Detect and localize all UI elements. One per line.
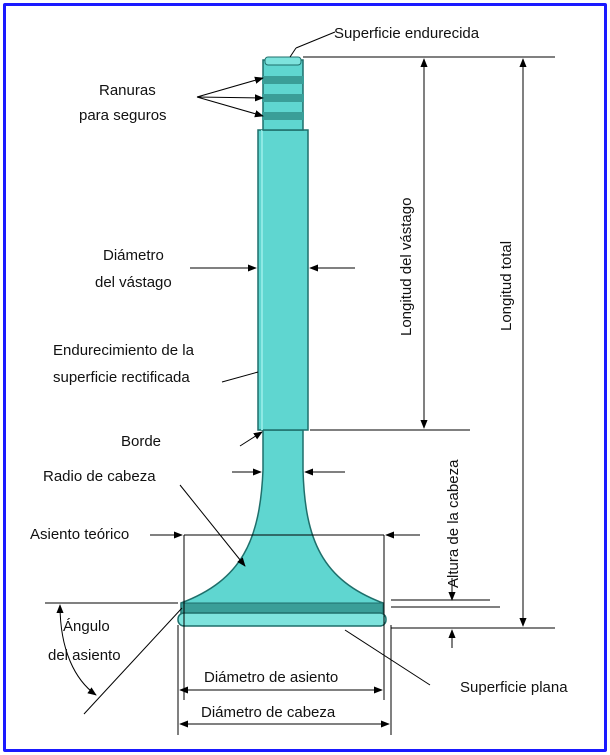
label-radio-cabeza: Radio de cabeza (43, 468, 156, 485)
label-asiento-teorico: Asiento teórico (30, 526, 129, 543)
groove-2 (262, 94, 304, 102)
label-endurecimiento-1: Endurecimiento de la (53, 342, 195, 359)
groove-1 (262, 76, 304, 84)
label-borde: Borde (121, 433, 161, 450)
label-diametro-vastago-2: del vástago (95, 274, 172, 291)
dimension-lines (45, 31, 555, 735)
label-diametro-vastago-1: Diámetro (103, 247, 164, 264)
blue-frame (3, 3, 607, 752)
label-superficie-plana: Superficie plana (460, 679, 568, 696)
valve-head-flare (180, 429, 384, 614)
valve-stem-lower (257, 129, 309, 431)
label-longitud-vastago: Longitud del vástago (398, 198, 415, 336)
label-ranuras-1: Ranuras (99, 82, 156, 99)
valve-tip (264, 56, 302, 66)
label-superficie-endurecida: Superficie endurecida (334, 25, 480, 42)
label-endurecimiento-2: superficie rectificada (53, 369, 190, 386)
label-longitud-total: Longitud total (498, 241, 515, 331)
valve-body (177, 56, 387, 627)
valve-head-band (180, 602, 384, 614)
label-altura-cabeza: Altura de la cabeza (445, 459, 462, 588)
valve-head-face (177, 612, 387, 627)
groove-3 (262, 112, 304, 120)
label-diametro-asiento: Diámetro de asiento (204, 669, 338, 686)
label-diametro-cabeza: Diámetro de cabeza (201, 704, 336, 721)
label-angulo-2: del asiento (48, 647, 121, 664)
label-ranuras-2: para seguros (79, 107, 167, 124)
label-angulo-1: Ángulo (63, 618, 110, 635)
